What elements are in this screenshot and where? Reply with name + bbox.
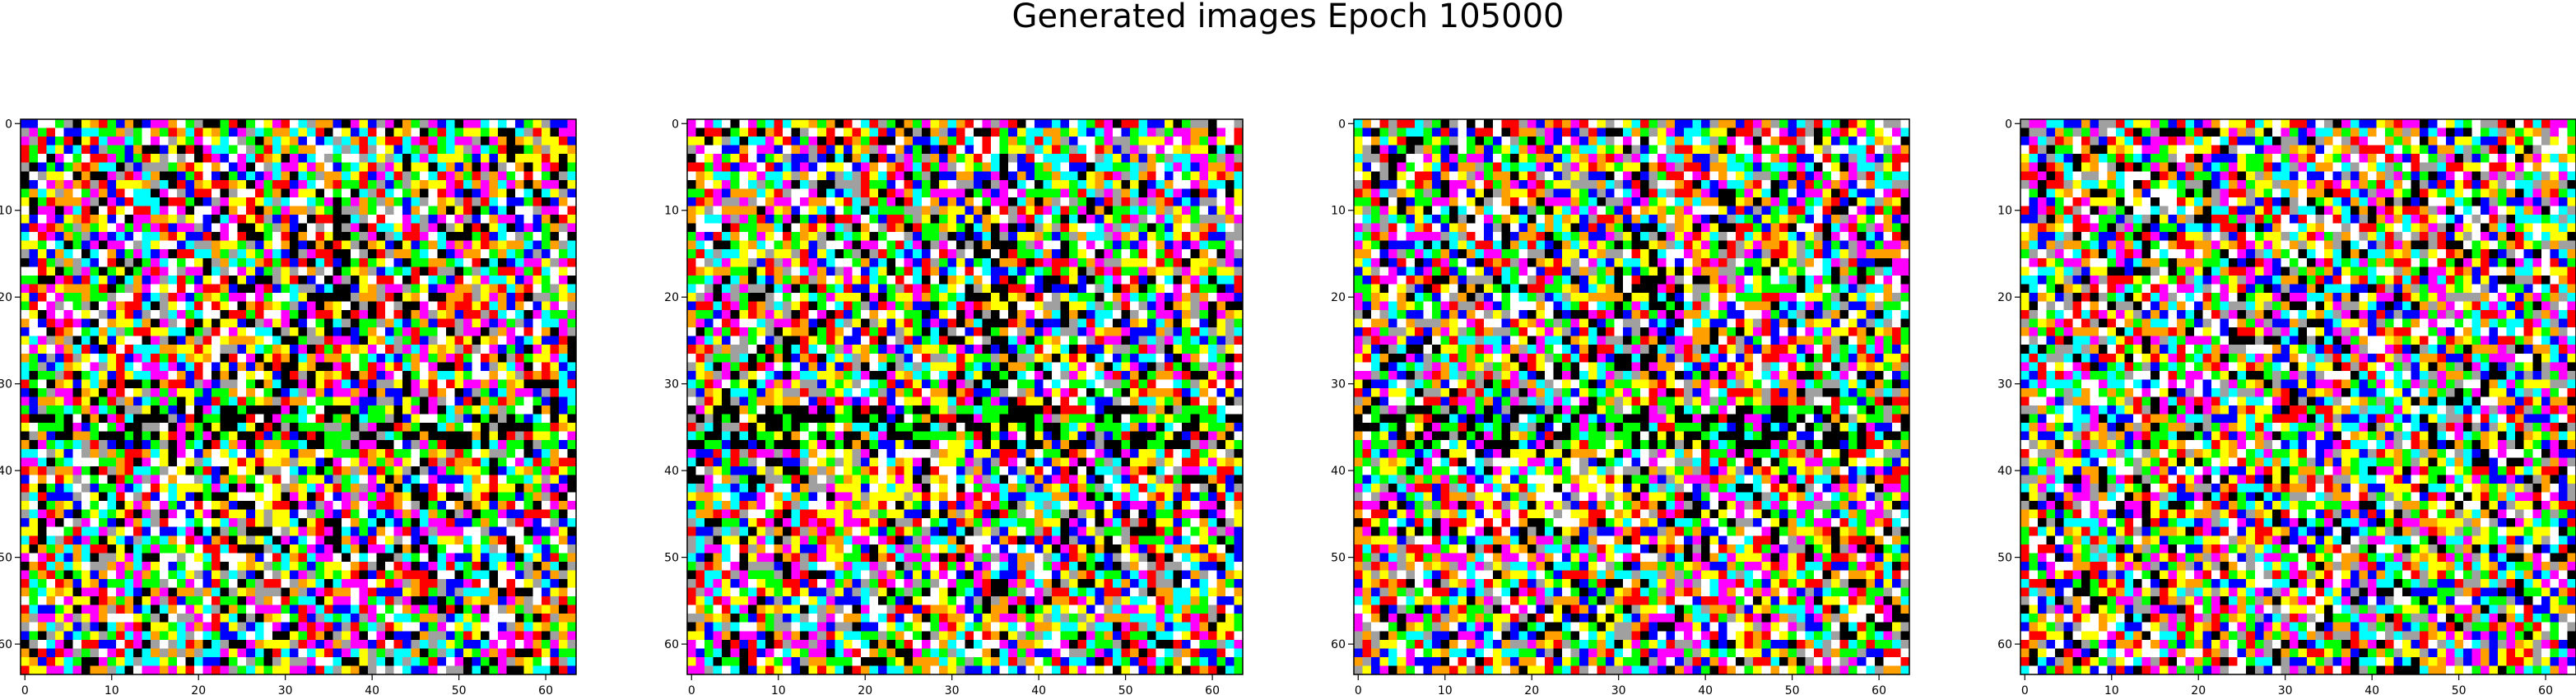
- y-tick-label: 10: [1331, 205, 1346, 218]
- y-tick-label: 20: [1997, 291, 2012, 304]
- x-tick-label: 40: [365, 684, 379, 695]
- y-tick-label: 10: [0, 205, 12, 218]
- y-tick-label: 50: [1331, 552, 1346, 565]
- x-tick-label: 20: [1524, 684, 1539, 695]
- generated-image-4: 0 10 20 30 40 50 60 0 10 20 30 40 50 60: [1997, 118, 2576, 695]
- x-tick-label: 10: [2104, 684, 2119, 695]
- x-tick-label: 50: [452, 684, 467, 695]
- x-tick-label: 20: [858, 684, 872, 695]
- x-tick-label: 30: [2278, 684, 2293, 695]
- y-tick-label: 0: [672, 118, 679, 131]
- y-tick-label: 0: [2005, 118, 2012, 131]
- x-tick-label: 40: [1698, 684, 1713, 695]
- y-tick-label: 60: [0, 638, 12, 651]
- image-pixels: [21, 119, 577, 675]
- x-tick-label: 0: [688, 684, 695, 695]
- axes-frame: [686, 118, 1244, 675]
- image-pixels: [2020, 119, 2576, 675]
- y-tick-label: 40: [664, 465, 679, 478]
- x-tick-label: 20: [2191, 684, 2206, 695]
- y-tick-label: 60: [664, 638, 679, 651]
- axes-frame: [20, 118, 577, 675]
- y-tick-label: 40: [0, 465, 12, 478]
- generated-image-2: 0 10 20 30 40 50 60 0 10 20 30 40 50 60: [664, 118, 1244, 695]
- x-tick-label: 40: [2364, 684, 2379, 695]
- x-tick-label: 10: [1438, 684, 1453, 695]
- x-tick-label: 0: [21, 684, 29, 695]
- x-tick-label: 50: [1118, 684, 1133, 695]
- y-tick-label: 50: [1997, 552, 2012, 565]
- y-tick-label: 60: [1997, 638, 2012, 651]
- x-tick-label: 50: [1785, 684, 1800, 695]
- x-tick-label: 60: [538, 684, 553, 695]
- y-tick-label: 20: [664, 291, 679, 304]
- generated-image-3: 0 10 20 30 40 50 60 0 10 20 30 40 50 60: [1331, 118, 1910, 695]
- y-tick-label: 50: [0, 552, 12, 565]
- image-pixels: [687, 119, 1244, 675]
- y-tick-label: 20: [1331, 291, 1346, 304]
- axes-frame: [2020, 118, 2576, 675]
- x-tick-label: 40: [1031, 684, 1046, 695]
- x-tick-label: 10: [771, 684, 786, 695]
- y-tick-label: 0: [5, 118, 12, 131]
- y-tick-label: 60: [1331, 638, 1346, 651]
- y-tick-label: 30: [1331, 378, 1346, 392]
- y-tick-label: 30: [664, 378, 679, 392]
- x-tick-label: 30: [278, 684, 293, 695]
- x-tick-label: 30: [1611, 684, 1626, 695]
- x-tick-label: 60: [2538, 684, 2553, 695]
- y-tick-label: 40: [1997, 465, 2012, 478]
- y-tick-label: 50: [664, 552, 679, 565]
- y-tick-label: 0: [1338, 118, 1346, 131]
- figure-title: Generated images Epoch 105000: [1011, 0, 1565, 35]
- x-tick-label: 30: [945, 684, 960, 695]
- y-tick-label: 40: [1331, 465, 1346, 478]
- generated-image-1: 0 10 20 30 40 50 60 0 10 20 30 40 50 60: [0, 118, 577, 695]
- y-tick-label: 20: [0, 291, 12, 304]
- y-tick-label: 10: [664, 205, 679, 218]
- y-tick-label: 30: [0, 378, 12, 392]
- x-tick-label: 50: [2452, 684, 2467, 695]
- image-pixels: [1354, 119, 1910, 675]
- x-tick-label: 60: [1872, 684, 1886, 695]
- y-tick-label: 30: [1997, 378, 2012, 392]
- x-tick-label: 10: [105, 684, 119, 695]
- x-tick-label: 20: [191, 684, 206, 695]
- axes-frame: [1353, 118, 1910, 675]
- x-tick-label: 0: [2021, 684, 2029, 695]
- x-tick-label: 60: [1205, 684, 1220, 695]
- x-tick-label: 0: [1355, 684, 1362, 695]
- y-tick-label: 10: [1997, 205, 2012, 218]
